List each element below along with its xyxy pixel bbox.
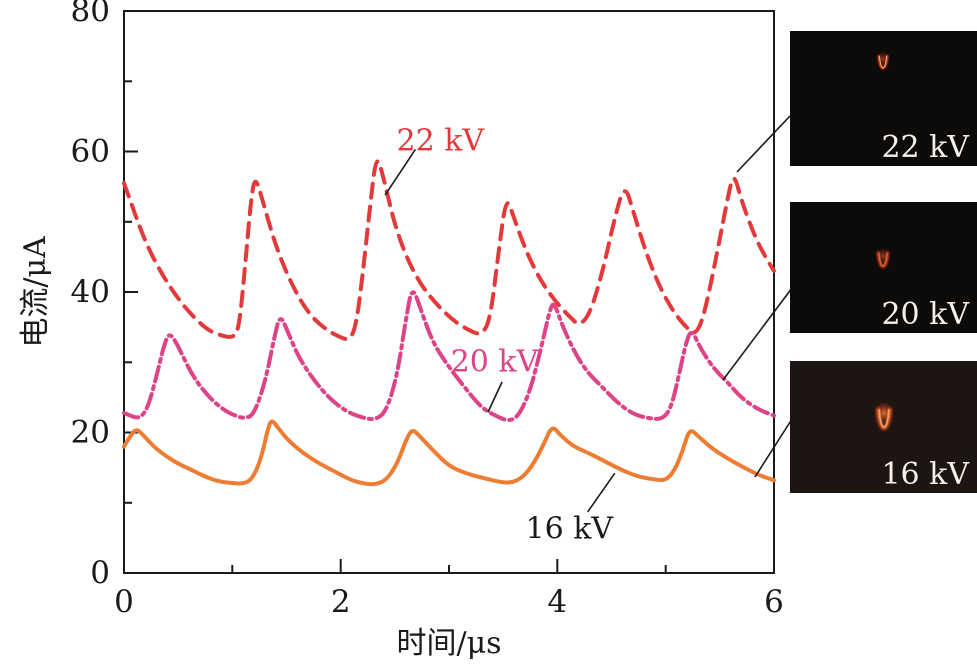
y-tick-label: 40 <box>71 274 110 310</box>
x-tick-label: 4 <box>547 584 567 620</box>
discharge-glow-icon <box>876 248 890 269</box>
y-tick-label: 60 <box>71 134 110 170</box>
inset-connector-line <box>736 115 791 173</box>
y-axis-title: 电流/μA <box>18 236 53 348</box>
inset-photo-22kv: 22 kV <box>790 31 977 166</box>
annotation-leader-line <box>487 381 503 413</box>
curve-label-22kv: 22 kV <box>396 123 485 159</box>
inset-label-16kv: 16 kV <box>881 457 969 492</box>
series-curve-20kv <box>122 290 776 423</box>
inset-photo-16kv: 16 kV <box>790 361 977 493</box>
plot-frame <box>123 10 775 574</box>
y-tick-label: 0 <box>90 555 110 591</box>
annotation-leader-line <box>384 148 417 196</box>
curve-label-16kv: 16 kV <box>525 511 614 547</box>
discharge-glow-icon <box>873 402 895 430</box>
inset-label-20kv: 20 kV <box>881 297 969 332</box>
discharge-glow-icon <box>876 52 890 70</box>
x-tick-label: 2 <box>331 584 351 620</box>
x-axis-title: 时间/μs <box>396 626 502 661</box>
series-curve-22kv <box>122 159 776 341</box>
inset-connector-line <box>754 418 793 478</box>
series-curve-16kv <box>122 419 776 487</box>
inset-connector-line <box>722 287 793 381</box>
x-tick-label: 6 <box>764 584 784 620</box>
inset-photo-20kv: 20 kV <box>790 202 977 333</box>
y-tick-label: 80 <box>71 0 110 29</box>
curve-label-20kv: 20 kV <box>450 344 539 380</box>
y-tick-label: 20 <box>71 415 110 451</box>
x-tick-label: 0 <box>114 584 134 620</box>
annotation-leader-line <box>587 472 616 513</box>
inset-label-22kv: 22 kV <box>881 130 969 165</box>
